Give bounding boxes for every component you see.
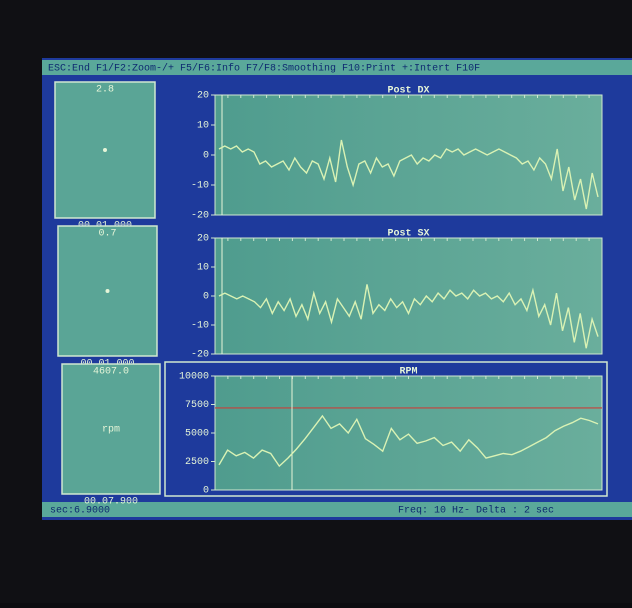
panel-value: 2.8 — [96, 85, 114, 96]
screen: ESC:End F1/F2:Zoom-/+ F5/F6:Info F7/F8:S… — [0, 0, 632, 603]
y-tick-label: -10 — [191, 321, 209, 332]
panel-time: 00.07.900 — [84, 497, 138, 508]
y-tick-label: -20 — [191, 211, 209, 222]
plot-area — [215, 376, 602, 490]
y-tick-label: 5000 — [185, 429, 209, 440]
status-freq: Freq: 10 Hz- Delta : 2 sec — [398, 505, 554, 517]
y-tick-label: 20 — [197, 91, 209, 102]
panel-value: 4607.0 — [93, 367, 129, 378]
panel-dot — [103, 148, 107, 152]
chart-title: RPM — [399, 367, 417, 378]
y-tick-label: 0 — [203, 486, 209, 497]
y-tick-label: 7500 — [185, 400, 209, 411]
y-tick-label: 10 — [197, 121, 209, 132]
y-tick-label: -20 — [191, 350, 209, 361]
page: ESC:End F1/F2:Zoom-/+ F5/F6:Info F7/F8:S… — [0, 0, 632, 603]
y-tick-label: -10 — [191, 181, 209, 192]
y-tick-label: 10 — [197, 263, 209, 274]
y-tick-label: 0 — [203, 292, 209, 303]
plot-area — [215, 238, 602, 354]
plot-area — [215, 95, 602, 215]
panel-value: 0.7 — [98, 229, 116, 240]
menu-text: ESC:End F1/F2:Zoom-/+ F5/F6:Info F7/F8:S… — [48, 63, 480, 75]
panel-unit: rpm — [102, 425, 120, 436]
y-tick-label: 2500 — [185, 457, 209, 468]
chart-title: Post DX — [387, 86, 429, 97]
y-tick-label: 20 — [197, 234, 209, 245]
panel-dot — [106, 289, 110, 293]
chart-title: Post SX — [387, 229, 429, 240]
y-tick-label: 0 — [203, 151, 209, 162]
y-tick-label: 10000 — [179, 372, 209, 383]
